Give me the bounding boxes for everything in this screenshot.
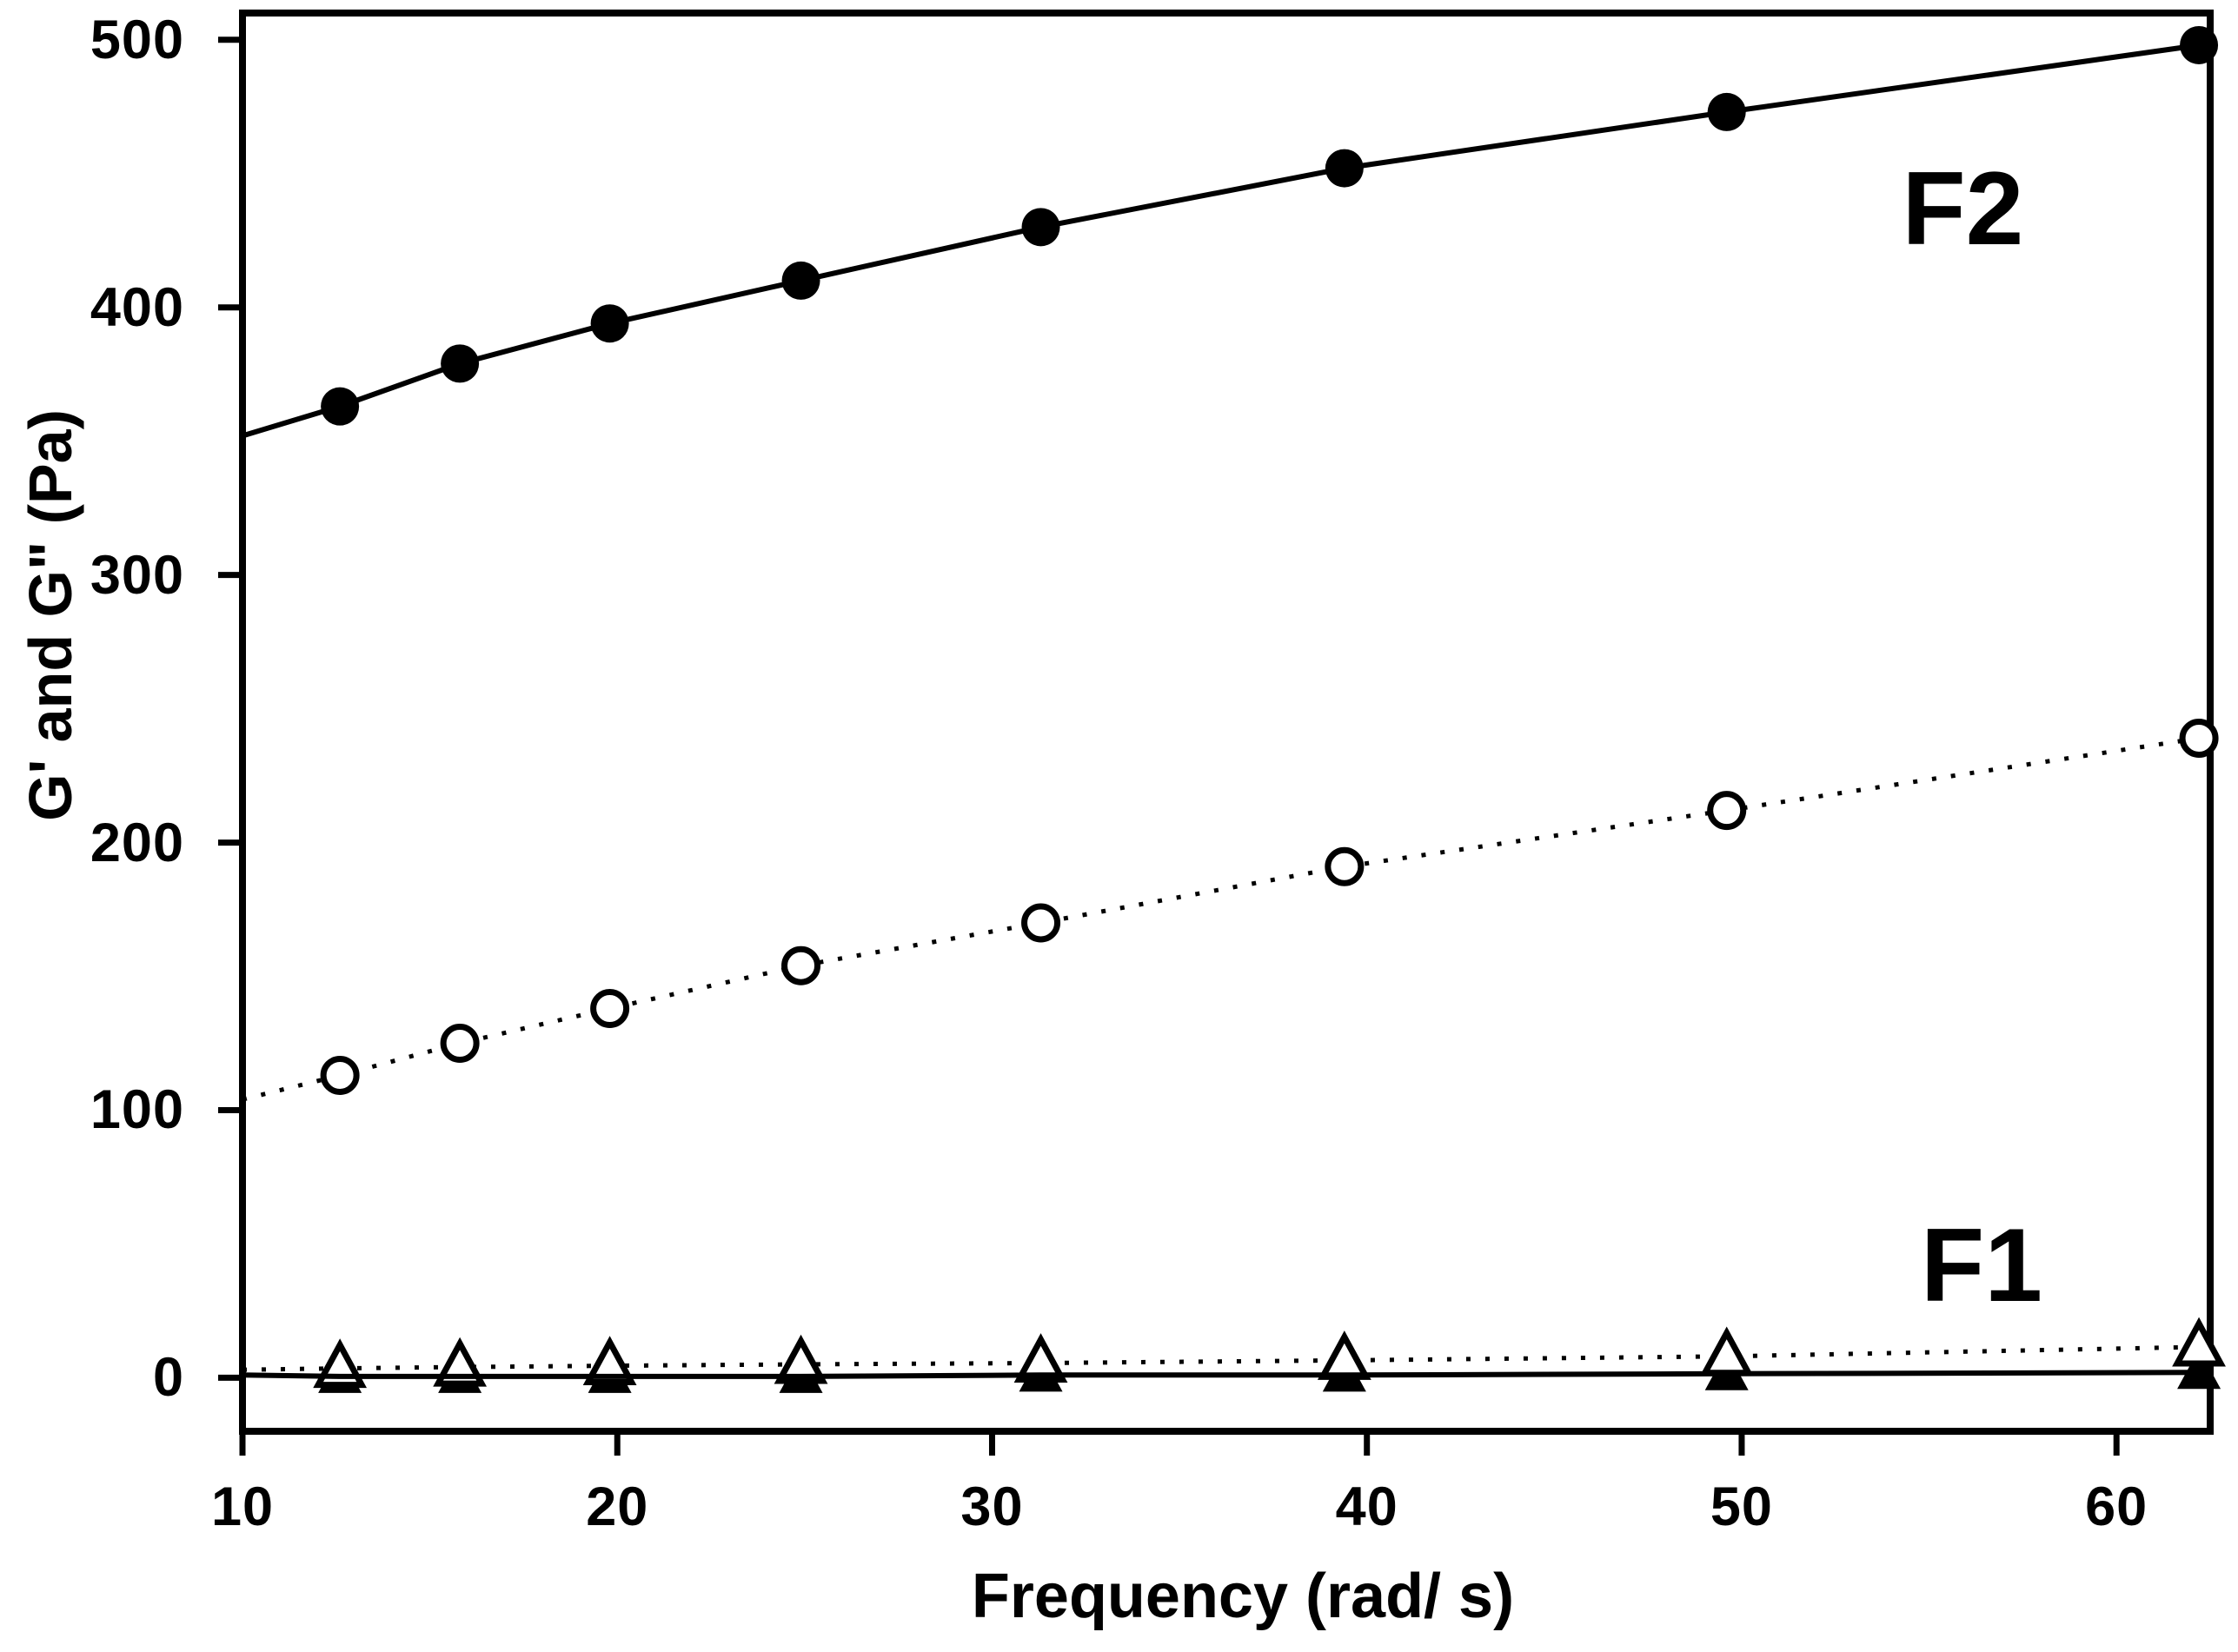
y-tick-label: 100 xyxy=(90,1079,184,1141)
x-tick-label: 60 xyxy=(2085,1476,2148,1537)
f1-gdouble-marker xyxy=(1317,1330,1371,1380)
f2-gdouble-line xyxy=(242,736,2200,1102)
x-tick-label: 10 xyxy=(210,1476,275,1537)
x-axis-title: Frequency (rad/ s) xyxy=(971,1562,1515,1631)
y-tick-label: 400 xyxy=(90,276,184,338)
f1-gprime-marker xyxy=(2177,1349,2221,1390)
y-tick-label: 200 xyxy=(90,812,184,873)
f2-gprime-marker xyxy=(1707,92,1746,131)
f2-gdouble-marker xyxy=(781,945,821,985)
f1-gdouble-marker xyxy=(433,1337,488,1387)
x-tick-label: 50 xyxy=(1710,1476,1773,1537)
y-tick-label: 500 xyxy=(90,9,184,70)
f2-gprime-marker xyxy=(441,344,480,383)
f2-gprime-marker xyxy=(590,304,629,343)
x-tick-label: 20 xyxy=(586,1476,649,1537)
y-tick-label: 0 xyxy=(152,1347,184,1409)
annotation-F1: F1 xyxy=(1920,1207,2042,1324)
f2-gdouble-marker xyxy=(1021,903,1061,943)
f2-gprime-marker xyxy=(781,261,820,300)
f2-gdouble-marker xyxy=(1325,846,1365,886)
f2-gprime-marker xyxy=(1325,149,1364,188)
f1-gdouble-marker xyxy=(1699,1326,1754,1377)
x-tick-label: 40 xyxy=(1335,1476,1398,1537)
f2-gdouble-marker xyxy=(440,1024,480,1064)
f2-gprime-marker xyxy=(321,387,360,426)
f1-gdouble-line xyxy=(242,1344,2210,1372)
f2-gprime-marker xyxy=(2180,25,2219,64)
f2-gprime-marker xyxy=(1021,208,1060,247)
f1-gprime-line xyxy=(242,1368,2211,1379)
f1-gdouble-marker xyxy=(582,1336,637,1386)
x-tick-label: 30 xyxy=(960,1476,1024,1537)
annotation-F2: F2 xyxy=(1902,149,2024,267)
f1-gdouble-marker xyxy=(774,1334,828,1384)
f1-gdouble-marker xyxy=(2172,1317,2226,1367)
y-axis-title: G' and G" (Pa) xyxy=(17,409,84,821)
plot-frame xyxy=(239,10,2214,1435)
f2-gdouble-marker xyxy=(320,1055,360,1095)
f2-gdouble-marker xyxy=(2179,718,2219,758)
f2-gdouble-marker xyxy=(590,988,630,1028)
f1-gdouble-marker xyxy=(1013,1333,1068,1383)
y-tick-label: 300 xyxy=(90,544,184,606)
f2-gdouble-marker xyxy=(1707,791,1747,831)
